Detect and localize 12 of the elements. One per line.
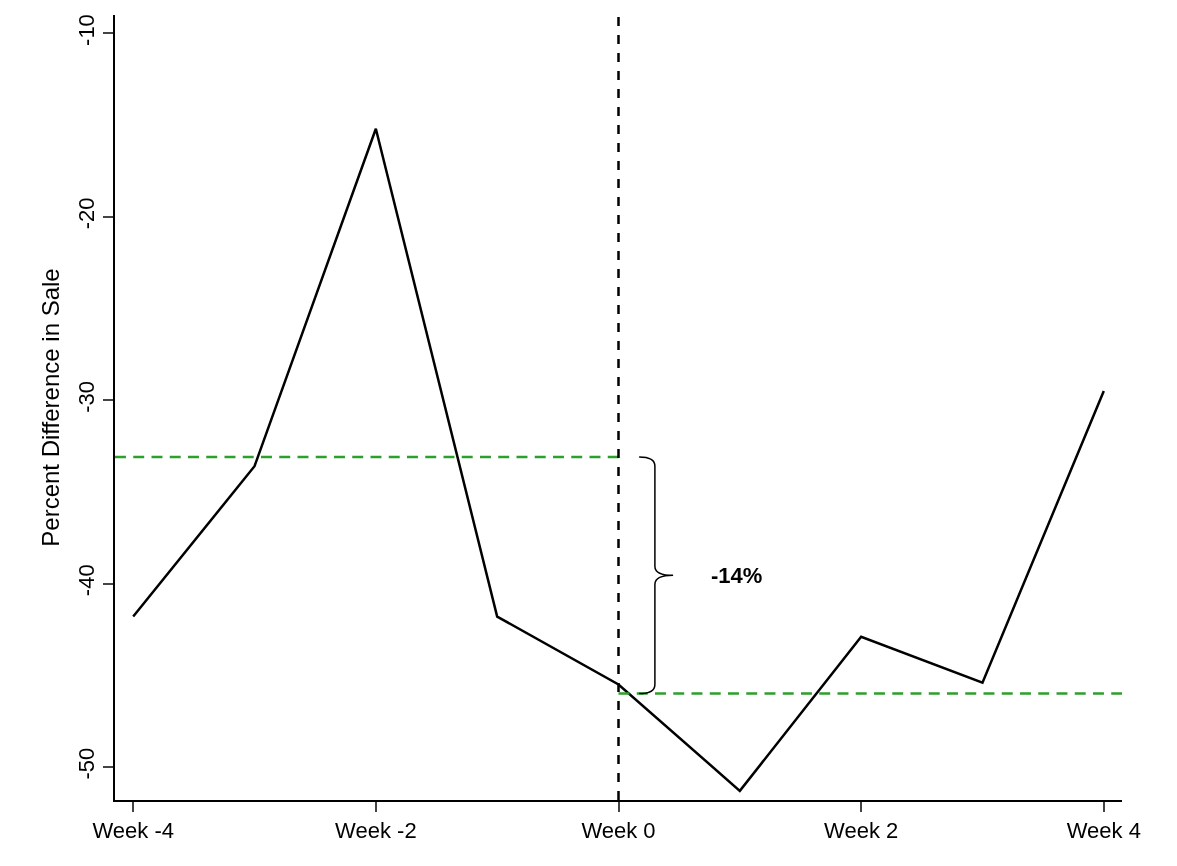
x-tick-label: Week 4 [1066,818,1141,844]
y-tick-label: -10 [74,14,100,46]
y-tick-label: -30 [74,380,100,413]
x-tick-label: Week 0 [581,818,656,844]
y-tick-label: -40 [74,564,100,597]
annotation: -14% [711,563,763,588]
x-tick-label: Week 2 [824,818,899,844]
x-tick-label: Week -2 [335,818,417,844]
x-tick-label: Week -4 [92,818,174,844]
y-axis-title: Percent Difference in Sale [37,268,65,547]
y-tick-label: -20 [74,197,100,230]
y-tick-label: -50 [74,747,100,780]
